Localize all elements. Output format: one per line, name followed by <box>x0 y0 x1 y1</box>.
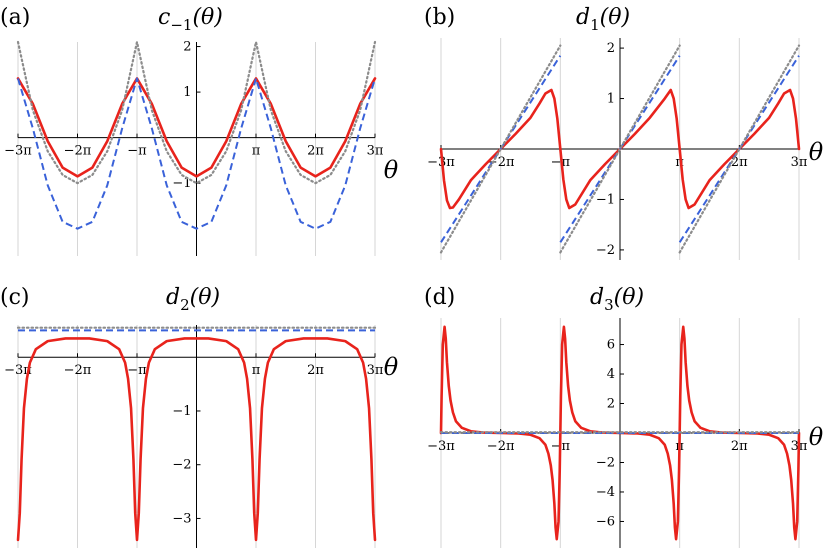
y-tick-label: −4 <box>596 485 615 500</box>
x-tick-label: −π <box>127 363 147 378</box>
x-tick-label: −2π <box>487 155 515 170</box>
chart-title: d2(θ) <box>166 285 220 314</box>
x-tick-label: −3π <box>427 439 455 454</box>
x-tick-label: 2π <box>731 439 748 454</box>
x-tick-label: 2π <box>307 363 324 378</box>
x-tick-label: 2π <box>307 144 324 159</box>
x-axis-label: θ <box>384 156 399 184</box>
chart-title: c−1(θ) <box>158 5 223 34</box>
panel-b: −3π −2π −π π 2π 3π−2−112(b) d1(θ)θ <box>424 5 824 260</box>
series-dotted-line <box>16 40 377 185</box>
panel-label: (b) <box>424 5 455 30</box>
x-tick-label: 2π <box>731 155 748 170</box>
x-tick-label: −3π <box>4 363 32 378</box>
series-dotted-line <box>559 44 681 254</box>
x-tick-label: −π <box>127 144 147 159</box>
x-tick-label: π <box>252 363 261 378</box>
y-tick-label: 4 <box>607 367 615 382</box>
series-dashed-line <box>17 77 376 230</box>
x-axis-label: θ <box>384 353 399 381</box>
y-tick-label: 1 <box>183 85 191 100</box>
chart-title: d3(θ) <box>590 285 644 314</box>
series-solid-line <box>439 88 801 210</box>
panel-label: (c) <box>0 285 30 310</box>
y-tick-label: −6 <box>596 514 615 529</box>
panel-c: −3π −2π −π π 2π 3π −3 −2 −1 (c) d2(θ) θ <box>0 285 399 548</box>
x-tick-label: 3π <box>367 363 384 378</box>
y-tick-label: −3 <box>172 511 191 526</box>
y-tick-label: 1 <box>607 92 615 107</box>
y-tick-label: 2 <box>607 397 615 412</box>
series-dotted-line <box>678 44 801 254</box>
x-tick-label: −2π <box>487 439 515 454</box>
x-tick-label: −3π <box>4 144 32 159</box>
y-tick-label: 2 <box>183 40 191 55</box>
x-tick-label: π <box>252 144 261 159</box>
y-tick-label: −2 <box>596 455 615 470</box>
x-tick-label: −2π <box>64 363 92 378</box>
x-tick-label: −2π <box>64 144 92 159</box>
series-solid-line <box>16 337 377 542</box>
x-axis-label: θ <box>809 423 824 451</box>
series-dotted-line <box>439 44 562 254</box>
series-solid-line <box>16 77 377 178</box>
x-tick-label: 3π <box>367 144 384 159</box>
y-tick-label: −1 <box>596 192 615 207</box>
chart-title: d1(θ) <box>576 5 630 34</box>
y-tick-label: −2 <box>172 458 191 473</box>
y-tick-label: −1 <box>172 176 191 191</box>
x-axis-label: θ <box>809 138 824 166</box>
panel-label: (d) <box>424 285 455 310</box>
y-tick-label: −1 <box>172 404 191 419</box>
y-tick-label: 6 <box>607 338 615 353</box>
y-tick-label: −2 <box>596 243 615 258</box>
y-tick-label: 2 <box>607 41 615 56</box>
panel-a: −3π −2π −π π 2π 3π −1 1 2 (a) c−1(θ) θ <box>0 5 399 256</box>
panel-label: (a) <box>0 5 30 30</box>
x-tick-label: 3π <box>791 155 808 170</box>
